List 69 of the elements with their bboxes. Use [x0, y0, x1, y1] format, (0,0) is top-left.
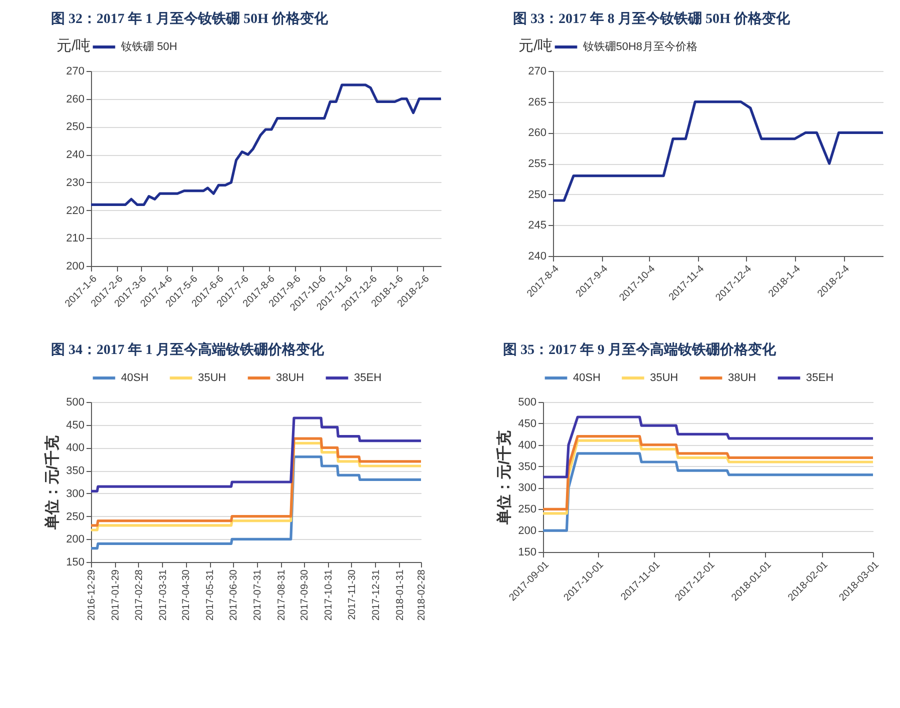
y-tick-label: 300 — [518, 482, 536, 494]
x-tick-label: 2017-12-31 — [370, 569, 382, 621]
x-tick-label: 2018-02-28 — [416, 569, 428, 621]
y-tick-label: 210 — [66, 232, 84, 245]
x-tick-label: 2017-03-31 — [158, 569, 169, 621]
x-tick-label: 2017-06-30 — [228, 569, 240, 621]
y-tick-label: 300 — [66, 488, 84, 500]
y-axis-title: 单位：元/千克 — [496, 429, 514, 526]
chart-title: 图 34：2017 年 1 月至今高端钕铁硼价格变化 — [51, 341, 325, 358]
y-tick-label: 255 — [528, 158, 546, 170]
legend-label: 35UH — [650, 372, 678, 384]
chart-title: 图 33：2017 年 8 月至今钕铁硼 50H 价格变化 — [513, 10, 791, 27]
y-tick-label: 400 — [518, 439, 536, 452]
y-tick-label: 200 — [518, 525, 536, 538]
x-tick-label: 2017-09-30 — [300, 569, 311, 621]
y-tick-label: 245 — [528, 220, 546, 232]
y-tick-label: 450 — [66, 419, 84, 432]
y-tick-label: 260 — [66, 93, 84, 106]
y-tick-label: 350 — [518, 460, 536, 473]
chart-title: 图 35：2017 年 9 月至今高端钕铁硼价格变化 — [503, 341, 777, 358]
chart-title: 图 32：2017 年 1 月至今钕铁硼 50H 价格变化 — [51, 10, 329, 27]
y-tick-label: 400 — [66, 442, 84, 454]
y-tick-label: 150 — [518, 546, 536, 558]
y-tick-label: 240 — [66, 149, 84, 162]
x-tick-label: 2017-10-31 — [324, 569, 335, 621]
y-axis-title: 单位：元/千克 — [44, 434, 62, 531]
y-tick-label: 220 — [66, 204, 84, 217]
x-tick-label: 2017-05-31 — [205, 569, 216, 621]
y-tick-label: 240 — [528, 250, 546, 262]
y-tick-label: 250 — [528, 188, 546, 201]
line-series — [90, 416, 422, 492]
y-tick-label: 500 — [66, 396, 84, 408]
legend-label: 40SH — [573, 372, 601, 384]
x-tick-label: 2017-07-31 — [252, 569, 264, 621]
y-tick-label: 260 — [528, 127, 546, 140]
y-tick-label: 270 — [528, 66, 546, 78]
y-tick-label: 500 — [518, 396, 536, 408]
y-tick-label: 350 — [66, 465, 84, 478]
legend-label: 钕铁硼50H8月至今价格 — [582, 41, 698, 53]
legend-label: 38UH — [728, 372, 756, 384]
legend-label: 38UH — [276, 372, 304, 384]
y-tick-label: 200 — [66, 534, 84, 546]
x-tick-label: 2017-04-30 — [181, 569, 192, 621]
legend-label: 40SH — [121, 372, 149, 384]
y-tick-label: 150 — [66, 556, 84, 568]
x-tick-label: 2017-01-29 — [110, 569, 122, 621]
y-tick-label: 250 — [518, 504, 536, 516]
y-axis-title: 元/吨 — [518, 38, 553, 54]
x-tick-label: 2017-02-28 — [134, 569, 145, 621]
y-tick-label: 200 — [66, 260, 84, 272]
line-series — [552, 100, 884, 202]
y-tick-label: 230 — [66, 176, 84, 189]
x-tick-label: 2017-11-30 — [346, 569, 358, 620]
line-series — [90, 84, 442, 206]
legend-label: 35UH — [198, 372, 226, 384]
line-series — [542, 452, 874, 532]
y-tick-label: 265 — [528, 96, 546, 108]
y-tick-label: 270 — [66, 66, 84, 78]
x-tick-label: 2018-01-31 — [394, 569, 406, 621]
y-axis-title: 元/吨 — [56, 38, 91, 54]
y-tick-label: 250 — [66, 510, 84, 523]
line-series — [542, 416, 874, 478]
x-tick-label: 2017-08-31 — [276, 569, 288, 621]
x-tick-label: 2016-12-29 — [86, 569, 98, 621]
legend-label: 35EH — [354, 372, 382, 384]
legend-label: 钕铁硼 50H — [120, 41, 178, 53]
y-tick-label: 450 — [518, 418, 536, 430]
y-tick-label: 250 — [66, 121, 84, 134]
legend-label: 35EH — [806, 372, 834, 384]
